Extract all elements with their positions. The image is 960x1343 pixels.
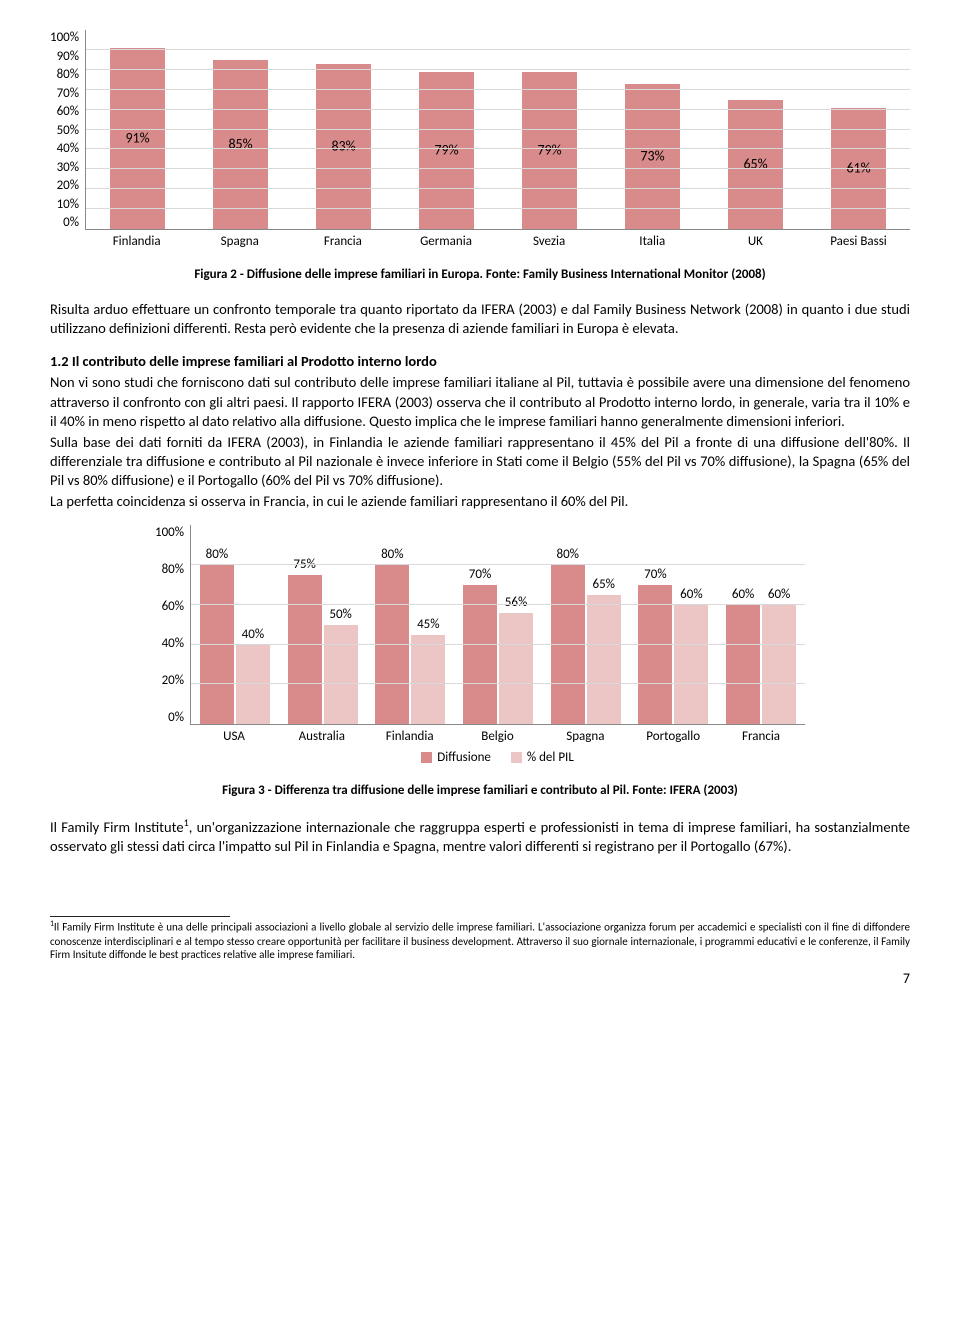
chart2-bar-label: 56% [505,595,527,610]
chart2-bar-label: 50% [329,607,351,622]
chart1-x-label: Svezia [498,234,601,249]
chart2-bar: 60% [762,605,796,724]
chart1-bar-label: 79% [537,142,561,159]
paragraph-3: Sulla base dei dati forniti da IFERA (20… [50,433,910,490]
chart2-x-label: Australia [278,729,366,744]
paragraph-4: La perfetta coincidenza si osserva in Fr… [50,492,910,511]
pil-chart: 100%80%60%40%20%0% 80%40%75%50%80%45%70%… [155,525,805,765]
legend-swatch [511,752,522,763]
chart1-bar-label: 73% [640,148,664,165]
chart1-bar: 85% [213,60,268,229]
paragraph-2: Non vi sono studi che forniscono dati su… [50,373,910,430]
chart2-y-tick: 100% [155,525,184,540]
chart2-bar: 60% [674,605,708,724]
chart2-x-label: Belgio [454,729,542,744]
chart2-x-label: Portogallo [629,729,717,744]
chart2-bar-label: 70% [469,567,491,582]
paragraph-1: Risulta arduo effettuare un confronto te… [50,300,910,338]
footnote-1: 1Il Family Firm Institute è una delle pr… [50,920,910,962]
chart2-bar: 50% [324,625,358,725]
chart1-x-label: Germania [394,234,497,249]
legend-item: Diffusione [421,750,491,765]
chart2-bar-label: 80% [556,547,578,562]
chart2-x-axis: USAAustraliaFinlandiaBelgioSpagnaPortoga… [190,729,805,744]
chart1-x-axis: FinlandiaSpagnaFranciaGermaniaSveziaItal… [85,234,910,249]
chart2-y-tick: 40% [155,636,184,651]
chart1-bar-label: 91% [125,130,149,147]
chart1-caption: Figura 2 - Diffusione delle imprese fami… [50,267,910,282]
chart2-plot: 80%40%75%50%80%45%70%56%80%65%70%60%60%6… [190,525,805,725]
chart1-bar: 79% [522,72,577,229]
chart2-bar: 70% [638,585,672,724]
chart2-bar: 75% [288,575,322,724]
chart1-y-tick: 100% [50,30,79,45]
chart2-y-axis: 100% 80% 60% 40% 20% 0% [155,525,190,725]
chart2-bar: 56% [499,613,533,724]
chart2-x-label: Finlandia [366,729,454,744]
chart1-x-label: Spagna [188,234,291,249]
chart1-y-tick: 0% [50,215,79,230]
chart1-bar: 91% [110,48,165,229]
chart1-y-tick: 90% [50,49,79,64]
chart1-x-label: Italia [601,234,704,249]
chart2-bar-label: 70% [644,567,666,582]
chart2-y-tick: 60% [155,599,184,614]
chart2-bar-label: 60% [768,587,790,602]
chart1-x-label: Paesi Bassi [807,234,910,249]
chart1-x-label: Finlandia [85,234,188,249]
chart2-x-label: USA [190,729,278,744]
chart1-y-tick: 20% [50,178,79,193]
chart2-bar-label: 60% [732,587,754,602]
chart2-bar: 70% [463,585,497,724]
chart1-bar-label: 85% [228,136,252,153]
chart1-x-label: UK [704,234,807,249]
section-heading: 1.2 Il contributo delle imprese familiar… [50,352,910,371]
paragraph-5: Il Family Firm Institute1, un'organizzaz… [50,816,910,856]
footnote-text: Il Family Firm Institute è una delle pri… [50,921,910,962]
chart2-caption: Figura 3 - Differenza tra diffusione del… [50,783,910,798]
chart2-x-label: Spagna [541,729,629,744]
chart1-x-label: Francia [291,234,394,249]
chart2-bar-label: 60% [680,587,702,602]
chart2-y-tick: 20% [155,673,184,688]
para5-part-a: Il Family Firm Institute [50,818,184,836]
diffusion-chart: 100% 90% 80% 70% 60% 50% 40% 30% 20% 10% 0% 91% 85%… [50,30,910,249]
chart1-y-axis: 100% 90% 80% 70% 60% 50% 40% 30% 20% 10% 0% [50,30,85,230]
legend-label: % del PIL [527,750,574,765]
legend-label: Diffusione [437,750,491,765]
chart2-x-label: Francia [717,729,805,744]
legend-swatch [421,752,432,763]
chart2-bar: 65% [587,595,621,724]
chart2-bar-label: 80% [206,547,228,562]
chart1-bar: 79% [419,72,474,229]
chart1-bar: 65% [728,100,783,229]
chart2-bar-label: 80% [381,547,403,562]
chart1-bar-label: 83% [331,138,355,155]
chart1-y-tick: 40% [50,141,79,156]
chart2-bar: 80% [551,565,585,724]
chart1-y-tick: 80% [50,67,79,82]
chart2-bar-label: 65% [592,577,614,592]
chart2-bar: 45% [411,635,445,725]
page-number: 7 [50,970,910,987]
chart2-y-tick: 80% [155,562,184,577]
chart1-y-tick: 60% [50,104,79,119]
chart1-y-tick: 10% [50,197,79,212]
chart2-legend: Diffusione % del PIL [190,750,805,765]
chart2-bar: 80% [200,565,234,724]
chart2-bar-label: 45% [417,617,439,632]
chart2-bar-label: 40% [242,627,264,642]
chart1-plot: 91%85%83%79%79%73%65%61% [85,30,910,230]
chart2-bar: 40% [236,645,270,725]
legend-item: % del PIL [511,750,574,765]
chart1-y-tick: 30% [50,160,79,175]
footnote-separator [50,916,230,917]
chart2-bar: 60% [726,605,760,724]
chart2-bar: 80% [375,565,409,724]
chart1-y-tick: 70% [50,86,79,101]
chart2-y-tick: 0% [155,710,184,725]
chart1-bar-label: 79% [434,142,458,159]
chart1-y-tick: 50% [50,123,79,138]
chart1-bar-label: 65% [743,156,767,173]
